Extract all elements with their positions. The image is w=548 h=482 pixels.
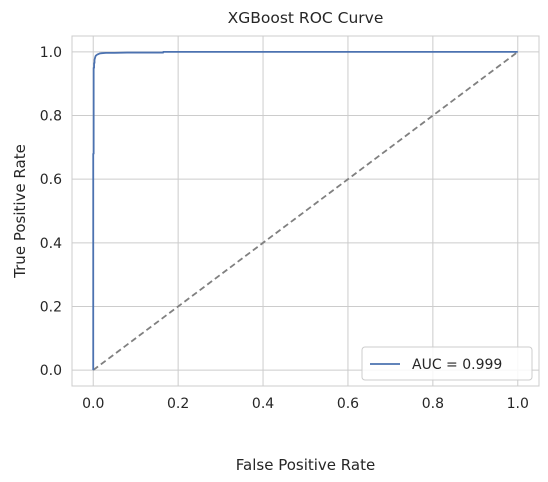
y-tick-label: 0.4 [40, 236, 62, 252]
x-tick-label: 0.0 [82, 396, 104, 412]
x-tick-label: 0.6 [337, 396, 359, 412]
y-tick-labels: 0.0 0.2 0.4 0.6 0.8 1.0 [40, 45, 62, 379]
x-tick-labels: 0.0 0.2 0.4 0.6 0.8 1.0 [82, 396, 529, 412]
y-tick-label: 1.0 [40, 45, 62, 61]
x-tick-label: 1.0 [507, 396, 529, 412]
x-axis-label: False Positive Rate [236, 456, 375, 474]
roc-curve-line [92, 51, 518, 371]
chart-title: XGBoost ROC Curve [228, 9, 384, 27]
y-tick-label: 0.6 [40, 172, 62, 188]
legend: AUC = 0.999 [361, 346, 533, 381]
x-tick-label: 0.8 [422, 396, 444, 412]
y-axis-label: True Positive Rate [11, 144, 29, 279]
legend-label: AUC = 0.999 [412, 357, 502, 373]
series-layer [92, 51, 519, 371]
y-tick-label: 0.0 [40, 363, 62, 379]
x-tick-label: 0.4 [252, 396, 274, 412]
y-tick-label: 0.8 [40, 109, 62, 125]
x-tick-label: 0.2 [167, 396, 189, 412]
legend-box [361, 346, 533, 381]
y-tick-label: 0.2 [40, 299, 62, 315]
chance-diagonal-line [92, 51, 519, 371]
